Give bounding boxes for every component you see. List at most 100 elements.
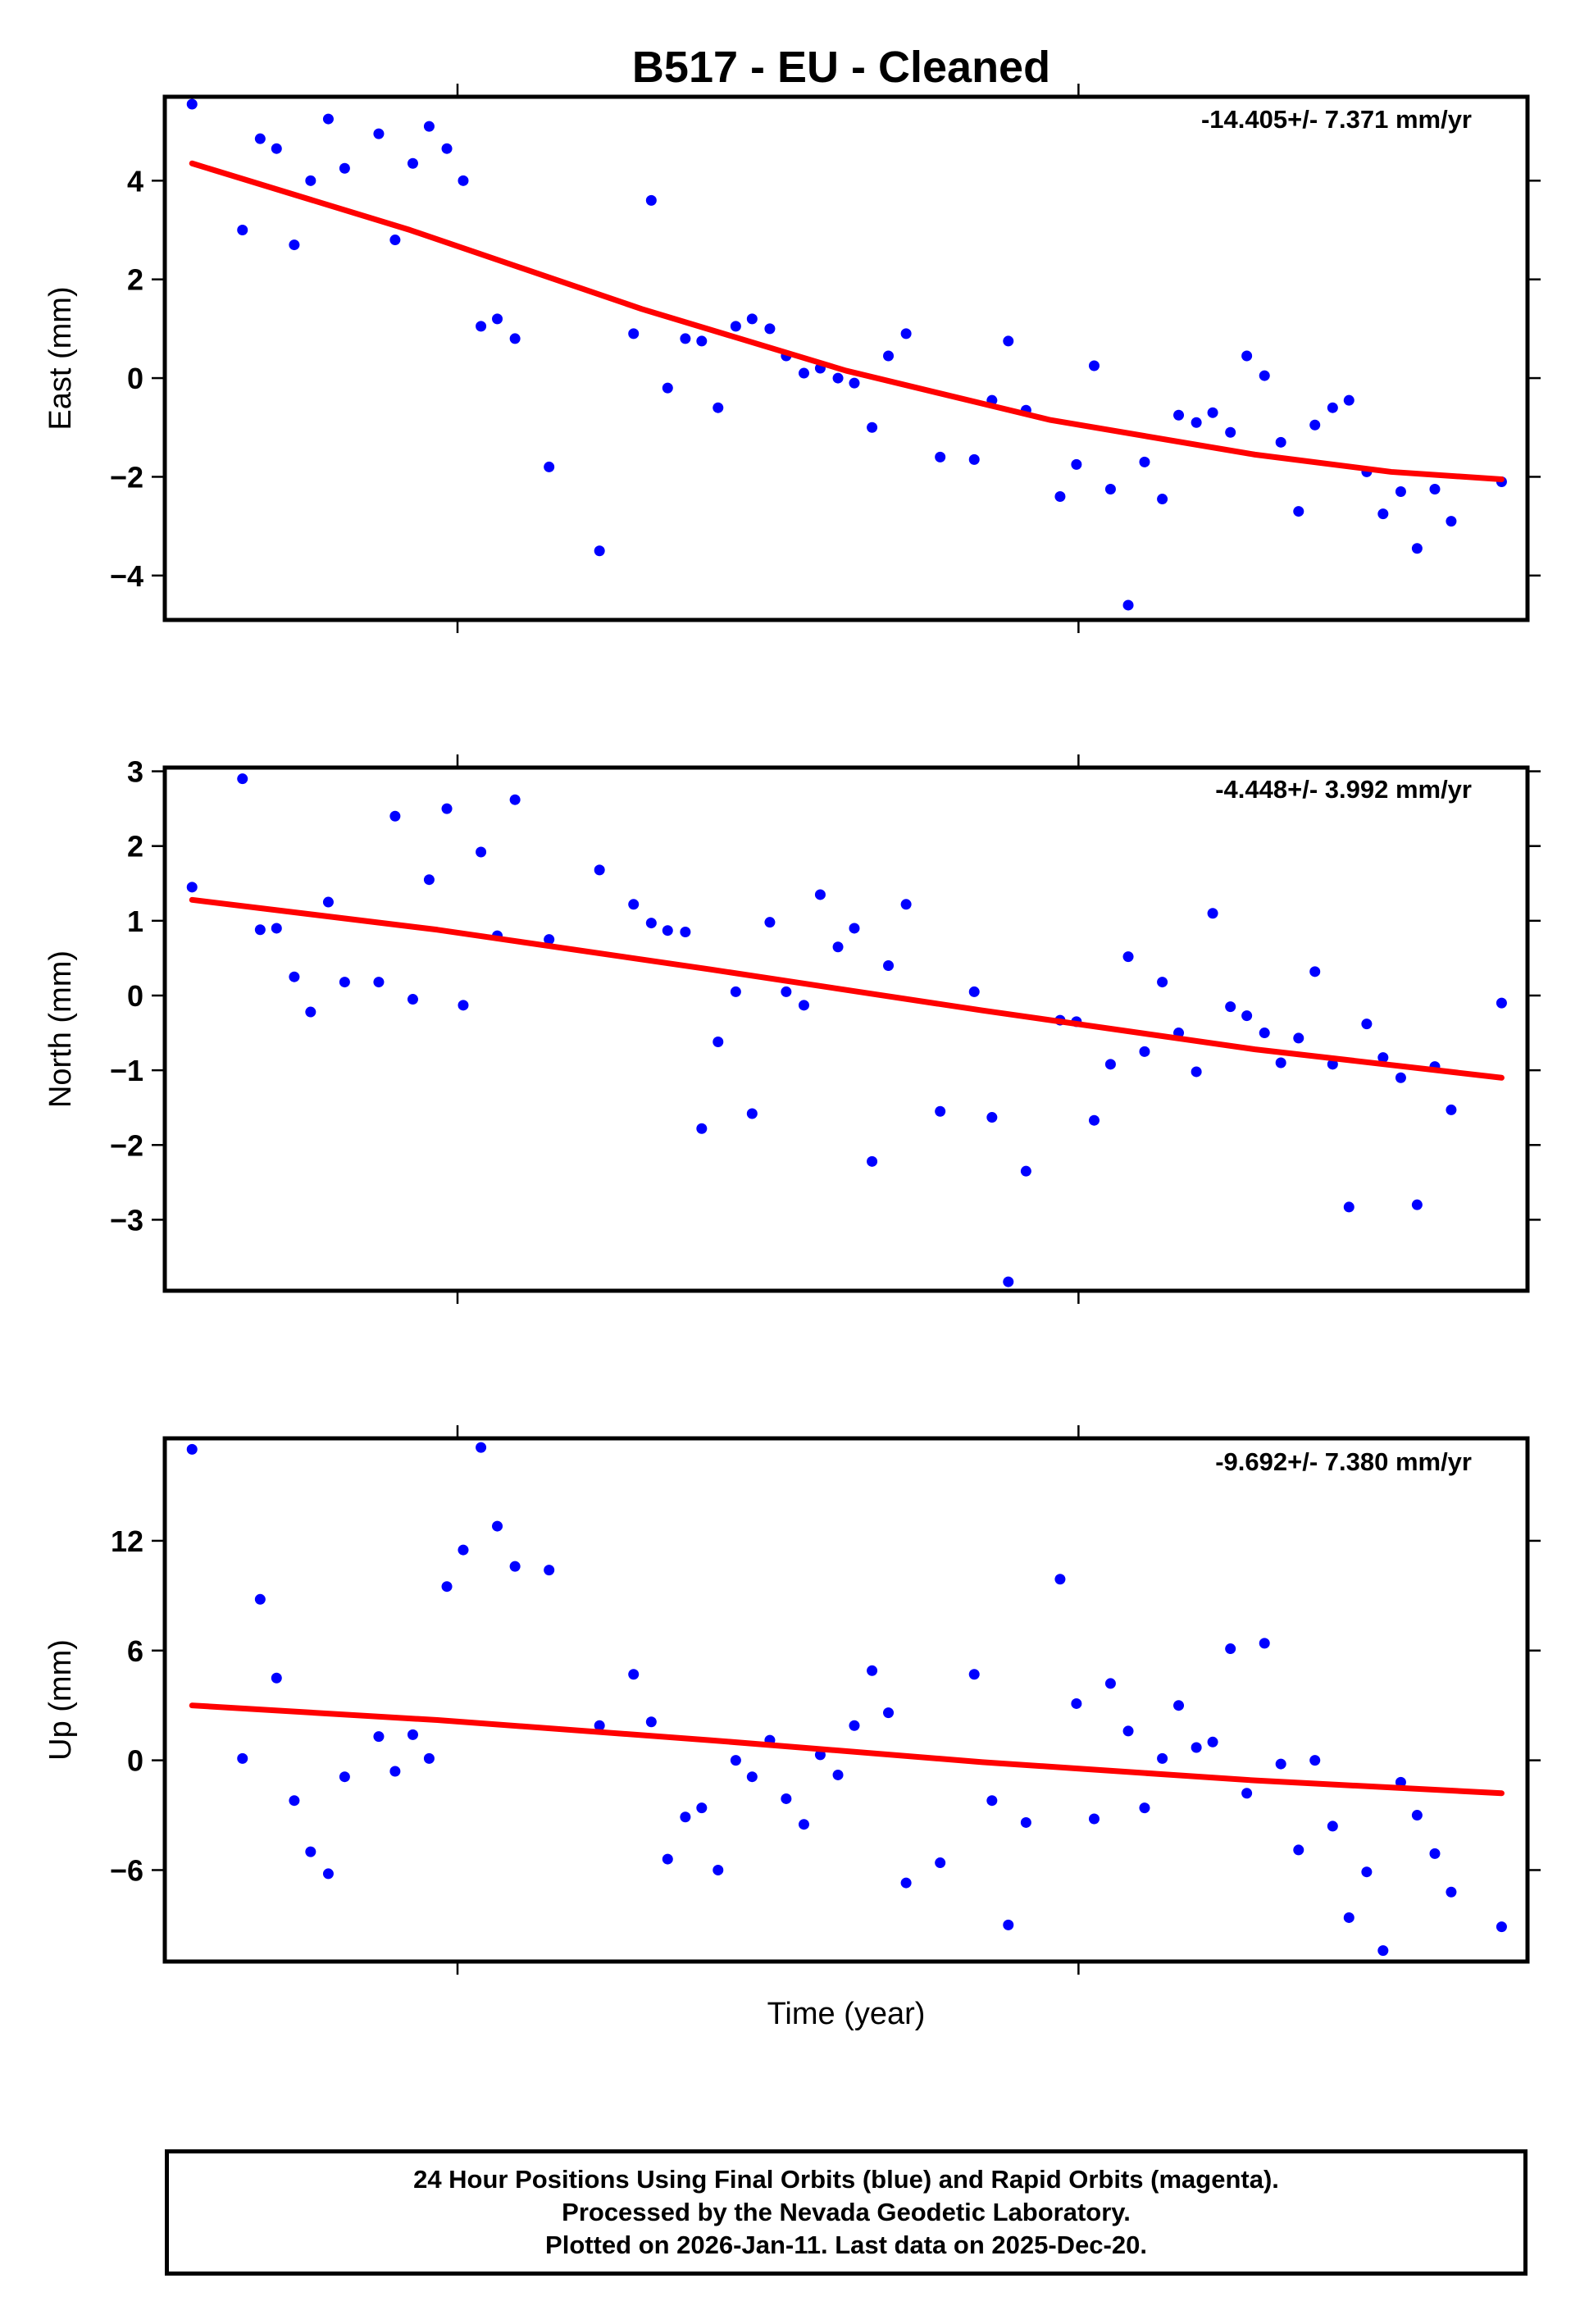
data-point xyxy=(746,313,758,325)
data-point xyxy=(289,239,300,251)
data-point xyxy=(237,773,248,785)
data-point xyxy=(798,1000,809,1011)
y-tick-label: −3 xyxy=(110,1203,143,1237)
data-point xyxy=(339,1771,350,1783)
data-point xyxy=(680,1811,691,1823)
data-point xyxy=(713,402,724,413)
data-point xyxy=(1309,1755,1321,1766)
data-point xyxy=(1157,494,1168,505)
y-tick-label: −4 xyxy=(110,559,143,593)
data-point xyxy=(254,924,266,936)
north-panel: North (mm) -4.448+/- 3.992 mm/yr 3 2 1 0 −1 −… xyxy=(43,754,1541,1304)
data-point xyxy=(680,333,691,344)
data-point xyxy=(900,328,912,339)
data-point xyxy=(730,986,741,997)
data-point xyxy=(1395,1072,1406,1083)
data-point xyxy=(1343,1912,1355,1923)
data-point xyxy=(1446,1886,1457,1898)
data-point xyxy=(1088,1813,1100,1825)
y-tick-label: −2 xyxy=(110,460,143,494)
data-point xyxy=(373,977,385,988)
data-point xyxy=(867,1665,878,1676)
data-points xyxy=(186,773,1507,1287)
data-point xyxy=(373,128,385,139)
y-tick-label: 12 xyxy=(111,1524,143,1558)
data-point xyxy=(1275,436,1286,448)
data-point xyxy=(628,1669,640,1680)
data-point xyxy=(1157,1752,1168,1764)
x-ticks xyxy=(456,754,1080,1304)
y-tick-label: 3 xyxy=(127,755,143,789)
data-point xyxy=(476,1442,487,1453)
data-point xyxy=(1361,1018,1373,1030)
data-point xyxy=(544,1565,555,1576)
data-point xyxy=(458,1000,469,1011)
y-tick-label: 2 xyxy=(127,830,143,864)
data-point xyxy=(1139,1046,1150,1057)
data-point xyxy=(696,335,708,347)
data-point xyxy=(254,1593,266,1605)
data-point xyxy=(594,545,605,557)
data-point xyxy=(305,1846,316,1857)
data-point xyxy=(492,1520,503,1532)
data-point xyxy=(849,377,860,389)
data-point xyxy=(1071,1697,1082,1709)
y-tick-label: 2 xyxy=(127,263,143,297)
data-point xyxy=(730,321,741,332)
data-point xyxy=(1020,1816,1031,1828)
data-point xyxy=(883,960,895,972)
data-point xyxy=(867,422,878,433)
data-point xyxy=(1003,1276,1014,1287)
y-axis-label: North (mm) xyxy=(43,950,78,1108)
data-point xyxy=(476,321,487,332)
data-point xyxy=(389,810,401,822)
data-point xyxy=(1122,1725,1134,1737)
data-point xyxy=(1225,426,1236,438)
data-point xyxy=(900,899,912,910)
data-point xyxy=(289,1795,300,1807)
trend-line xyxy=(189,896,1505,1081)
data-point xyxy=(1429,1848,1441,1859)
data-point xyxy=(1377,508,1389,520)
data-point xyxy=(1139,1802,1150,1814)
data-point xyxy=(1071,458,1082,470)
data-point xyxy=(1207,908,1218,919)
data-point xyxy=(305,175,316,186)
y-tick-label: −1 xyxy=(110,1054,143,1087)
data-point xyxy=(237,225,248,236)
data-point xyxy=(339,977,350,988)
data-point xyxy=(305,1006,316,1018)
data-point xyxy=(237,1752,248,1764)
data-point xyxy=(628,899,640,910)
data-point xyxy=(1054,1574,1066,1585)
data-point xyxy=(883,350,895,362)
data-point xyxy=(186,98,198,110)
data-point xyxy=(968,453,980,465)
data-point xyxy=(441,143,453,154)
data-point xyxy=(389,1766,401,1777)
data-point xyxy=(900,1877,912,1889)
y-tick-label: 6 xyxy=(127,1634,143,1668)
y-tick-label: 1 xyxy=(127,905,143,938)
data-point xyxy=(1395,1776,1406,1788)
data-point xyxy=(407,157,418,169)
data-point xyxy=(730,1755,741,1766)
data-point xyxy=(1207,1736,1218,1748)
plot-frame xyxy=(162,1436,1530,1964)
data-point xyxy=(798,367,809,379)
y-axis-label: Up (mm) xyxy=(43,1639,78,1761)
data-point xyxy=(1259,1028,1270,1039)
data-points xyxy=(186,98,1507,611)
data-point xyxy=(271,923,282,934)
data-point xyxy=(713,1864,724,1875)
data-point xyxy=(1411,1199,1423,1210)
rate-label: -4.448+/- 3.992 mm/yr xyxy=(1215,775,1472,804)
data-point xyxy=(492,313,503,325)
data-point xyxy=(458,1544,469,1556)
data-point xyxy=(594,864,605,876)
data-point xyxy=(696,1802,708,1814)
data-point xyxy=(1088,1114,1100,1126)
data-point xyxy=(1275,1758,1286,1770)
plot-frame xyxy=(162,94,1530,622)
